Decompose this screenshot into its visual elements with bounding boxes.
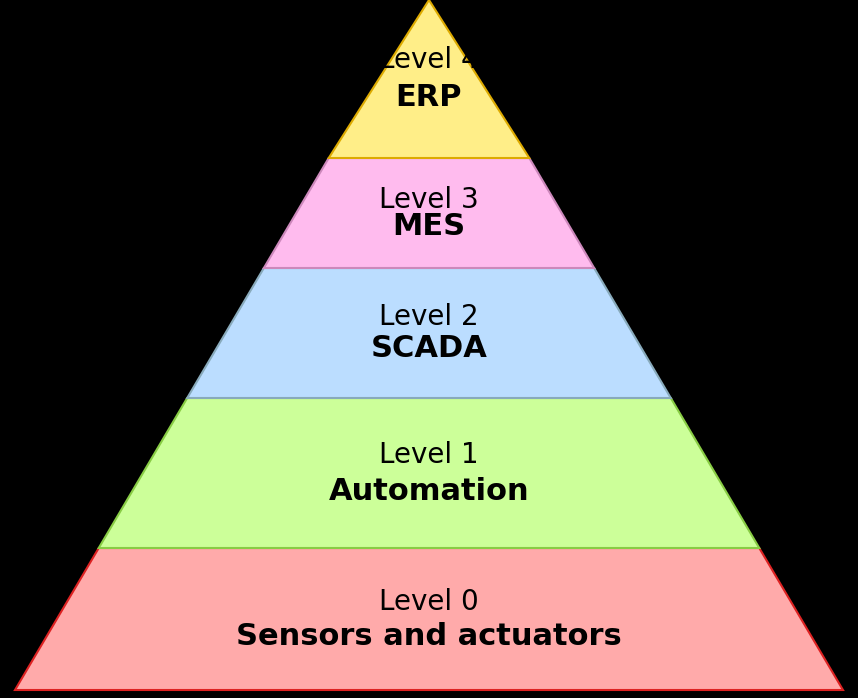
Text: Sensors and actuators: Sensors and actuators	[236, 621, 622, 651]
Text: SCADA: SCADA	[371, 334, 487, 363]
Polygon shape	[15, 548, 843, 690]
Polygon shape	[329, 0, 529, 158]
Text: Automation: Automation	[329, 477, 529, 505]
Text: Level 3: Level 3	[379, 186, 479, 214]
Text: Level 0: Level 0	[379, 588, 479, 616]
Polygon shape	[264, 158, 594, 268]
Text: MES: MES	[392, 211, 466, 241]
Text: Level 1: Level 1	[379, 441, 479, 469]
Polygon shape	[187, 268, 671, 398]
Text: ERP: ERP	[396, 84, 462, 112]
Text: Level 4: Level 4	[379, 46, 479, 74]
Polygon shape	[99, 398, 759, 548]
Text: Level 2: Level 2	[379, 304, 479, 332]
